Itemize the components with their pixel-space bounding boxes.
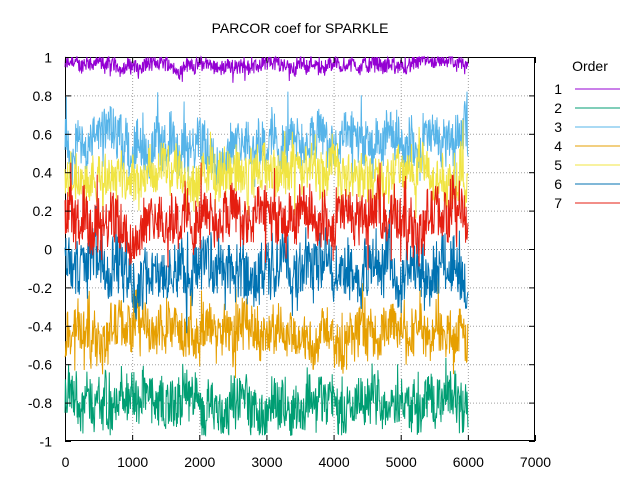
x-tick-label: 0: [62, 454, 70, 470]
y-tick-label: 0.6: [33, 126, 53, 142]
y-tick-label: -0.6: [28, 357, 52, 373]
chart-title: PARCOR coef for SPARKLE: [212, 20, 389, 36]
series-line-5: [64, 119, 469, 221]
y-tick-label: 0.2: [33, 203, 53, 219]
legend-label-7: 7: [554, 195, 562, 211]
legend-label-3: 3: [554, 119, 562, 135]
y-tick-label: -1: [40, 434, 53, 450]
legend-label-1: 1: [554, 81, 562, 97]
legend-label-4: 4: [554, 138, 562, 154]
y-tick-label: 1: [44, 50, 52, 66]
series-line-6: [64, 205, 469, 334]
y-tick-label: 0.4: [33, 165, 53, 181]
legend-title: Order: [572, 58, 608, 74]
x-tick-label: 6000: [453, 454, 484, 470]
y-tick-label: 0: [44, 242, 52, 258]
x-tick-label: 3000: [251, 454, 282, 470]
series-line-4: [64, 277, 469, 379]
legend-label-2: 2: [554, 100, 562, 116]
x-tick-label: 2000: [184, 454, 215, 470]
x-tick-label: 1000: [117, 454, 148, 470]
legend-label-6: 6: [554, 176, 562, 192]
y-tick-label: -0.8: [28, 395, 52, 411]
y-tick-label: 0.8: [33, 88, 53, 104]
legend-label-5: 5: [554, 157, 562, 173]
y-tick-label: -0.2: [28, 280, 52, 296]
series-line-1: [64, 55, 469, 83]
legend: Order 1 2 3 4 5 6 7: [554, 58, 620, 211]
series-layer: [64, 55, 469, 438]
x-tick-label: 7000: [520, 454, 551, 470]
x-tick-label: 4000: [318, 454, 349, 470]
y-tick-label: -0.4: [28, 318, 52, 334]
series-line-7: [64, 162, 469, 271]
x-tick-label: 5000: [386, 454, 417, 470]
axis-layer: 1 0.8 0.6 0.4 0.2 0 -0.2 -0.4 -0.6 -0.8 -1 0 1000 200…: [28, 50, 551, 471]
series-line-2: [64, 357, 469, 438]
